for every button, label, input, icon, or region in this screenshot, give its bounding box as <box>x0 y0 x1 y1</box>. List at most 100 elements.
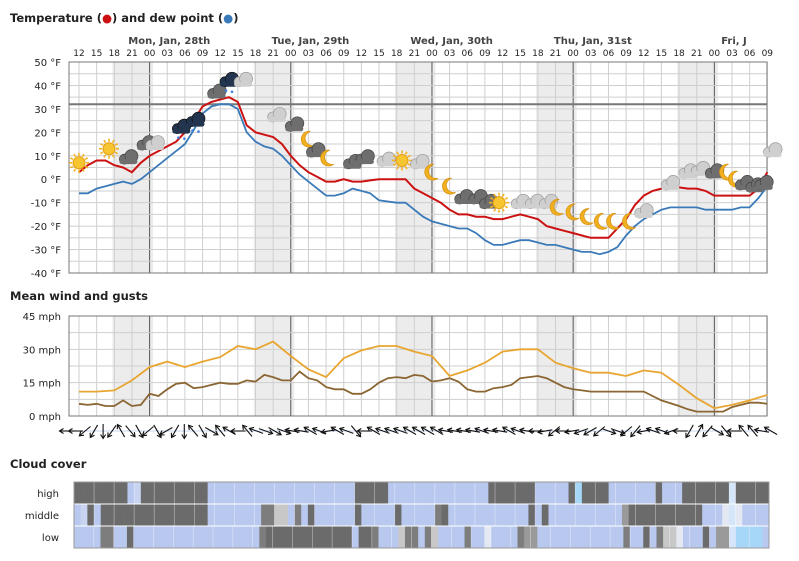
cloud-cell <box>541 504 549 526</box>
cloud-icon <box>510 193 531 210</box>
cloud-cell <box>194 482 202 504</box>
cloud-cell <box>461 504 469 526</box>
arrow-shaft <box>430 427 444 435</box>
cloud-panel-title: Cloud cover <box>10 457 87 471</box>
cloud-frame <box>73 481 770 549</box>
cloud-cell <box>601 504 610 526</box>
cloud-cell <box>444 526 452 548</box>
cloud-cell <box>404 526 412 548</box>
cloud-cell <box>588 504 596 526</box>
moon-crescent <box>320 149 335 167</box>
cloud-cell <box>628 482 636 504</box>
moon-crescent <box>593 213 608 230</box>
arrow-shaft <box>502 427 516 435</box>
arrow-head <box>284 427 290 434</box>
hour-label: 09 <box>762 49 774 59</box>
cloud-cell <box>358 526 366 548</box>
cloud-cell <box>374 504 382 526</box>
cloud-icon <box>660 175 681 191</box>
arrow-shaft <box>258 428 273 434</box>
arrow-shaft <box>755 429 769 433</box>
cloud-cell <box>361 482 369 504</box>
wind-arrow <box>573 428 589 436</box>
cloud-cell <box>524 526 532 548</box>
arrow-head <box>338 426 345 433</box>
cloud-cell <box>441 504 449 526</box>
cloud-cell <box>596 526 604 548</box>
arrow-head <box>214 424 221 431</box>
cloud-cell <box>147 482 155 504</box>
arrow-head <box>330 426 337 432</box>
cloud-cell <box>510 526 518 548</box>
cloud-cell <box>454 504 462 526</box>
cloud-cell <box>695 482 703 504</box>
cloud-cell <box>388 482 396 504</box>
cloud-cell <box>213 526 221 548</box>
cloud-dark-icon <box>306 142 326 158</box>
cloud-cell <box>93 526 101 548</box>
sun-ray <box>99 151 104 155</box>
cloud-cell <box>398 526 406 548</box>
cloud-cell <box>267 482 275 504</box>
sun-ray <box>81 153 85 158</box>
sun-ray <box>103 154 107 158</box>
sun-ray <box>111 139 115 144</box>
cloud-cell <box>374 482 382 504</box>
cloud-cell <box>461 482 469 504</box>
cloud-cell <box>709 526 717 548</box>
hour-label: 21 <box>267 49 278 59</box>
arrow-head <box>654 426 661 433</box>
day-labels: Mon, Jan, 28th Tue, Jan, 29th Wed, Jan, 30… <box>128 36 746 47</box>
cloud-cell <box>702 482 710 504</box>
sun-ray <box>73 168 77 172</box>
arrow-head <box>702 431 708 438</box>
cloud-cell <box>259 526 267 548</box>
hour-label: 21 <box>691 49 702 59</box>
sun-ray <box>84 165 89 169</box>
cloud-base <box>285 126 304 132</box>
arrow-head <box>222 426 228 432</box>
hour-label: 00 <box>426 49 438 59</box>
cloud-cell <box>127 482 135 504</box>
arrow-shaft <box>738 425 749 437</box>
sun-ray <box>493 208 497 212</box>
cloud-cell <box>431 526 439 548</box>
cloud-cell <box>254 482 262 504</box>
sun-ray <box>69 165 74 169</box>
cloud-cell <box>682 504 690 526</box>
wind-arrow <box>726 428 742 434</box>
cloud-cell <box>279 526 287 548</box>
mean-wind-line <box>78 370 768 413</box>
arrow-shaft <box>403 427 417 435</box>
cloud-cell <box>424 526 432 548</box>
wind-arrow <box>583 427 597 436</box>
cloud-cell <box>214 482 222 504</box>
cloud-cell <box>434 482 442 504</box>
cloud-cell <box>327 482 336 504</box>
wind-arrow <box>636 428 652 435</box>
cloud-cell <box>595 504 603 526</box>
y-tick-label: 40 °F <box>34 81 61 92</box>
cloud-cell <box>391 526 399 548</box>
cloud-cell <box>338 526 346 548</box>
wind-arrow <box>402 426 417 435</box>
arrow-shaft <box>620 426 633 436</box>
cloud-cell <box>676 526 684 548</box>
cloud-base <box>763 152 782 158</box>
cloud-base <box>511 203 530 209</box>
cloud-cell <box>126 526 134 548</box>
cloud-cell <box>748 482 757 504</box>
moon-icon <box>622 213 636 230</box>
day-label: Thu, Jan, 31st <box>554 36 632 47</box>
wind-arrow <box>78 426 91 437</box>
arrow-shaft <box>117 424 126 438</box>
cloud-icon <box>376 151 396 167</box>
arrow-shaft <box>312 428 327 434</box>
cloud-cell <box>292 526 300 548</box>
hour-label: 00 <box>567 49 579 59</box>
cloud-cell <box>568 504 576 526</box>
cloud-cell <box>515 504 523 526</box>
cloud-cell <box>702 526 710 548</box>
arrow-head <box>58 428 64 434</box>
cloud-cell <box>80 482 88 504</box>
